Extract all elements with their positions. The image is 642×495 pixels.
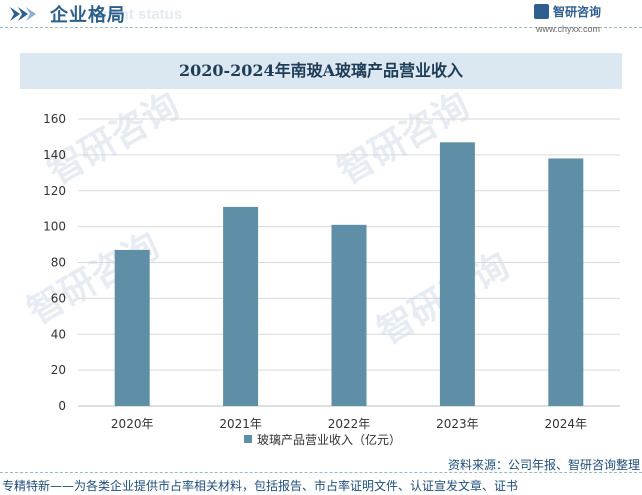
chart-title: 2020-2024年南玻A玻璃产品营业收入 bbox=[178, 61, 464, 80]
brand-name: 智研咨询 bbox=[553, 5, 602, 19]
y-tick-label: 100 bbox=[43, 220, 66, 234]
y-tick-label: 140 bbox=[43, 148, 66, 162]
y-tick-label: 120 bbox=[43, 184, 66, 198]
y-tick-label: 80 bbox=[51, 256, 66, 270]
x-tick-label: 2023年 bbox=[436, 417, 479, 431]
source-note: 资料来源：公司年报、智研咨询整理 bbox=[447, 458, 640, 472]
legend-label: 玻璃产品营业收入（亿元） bbox=[257, 432, 401, 447]
bar bbox=[439, 142, 475, 406]
legend-swatch bbox=[244, 435, 252, 443]
page-title: 企业格局 bbox=[50, 5, 126, 26]
double-chevron-icon bbox=[10, 7, 36, 21]
chart-title-band: 2020-2024年南玻A玻璃产品营业收入 bbox=[20, 53, 622, 89]
x-tick-label: 2020年 bbox=[111, 417, 154, 431]
y-tick-label: 20 bbox=[51, 363, 66, 377]
x-tick-label: 2022年 bbox=[328, 417, 371, 431]
x-tick-label: 2021年 bbox=[219, 417, 262, 431]
x-tick-label: 2024年 bbox=[545, 417, 588, 431]
brand-url: www.chyxx.com bbox=[536, 24, 601, 34]
bar bbox=[331, 224, 367, 406]
y-tick-label: 0 bbox=[58, 399, 66, 413]
footer-divider bbox=[0, 472, 642, 473]
header-divider bbox=[0, 27, 642, 28]
brand-logo-icon bbox=[534, 4, 549, 19]
y-tick-label: 60 bbox=[51, 291, 66, 305]
bar bbox=[548, 158, 584, 406]
brand: 智研咨询 www.chyxx.com bbox=[534, 2, 634, 38]
bar bbox=[114, 249, 150, 406]
header-subtitle-en: ment status bbox=[98, 6, 183, 23]
bar bbox=[223, 206, 259, 406]
header: ment status 企业格局 智研咨询 www.chyxx.com bbox=[0, 0, 642, 40]
y-tick-label: 40 bbox=[51, 327, 66, 341]
y-tick-label: 160 bbox=[43, 112, 66, 126]
footer-text: 专精特新——为各类企业提供市占率相关材料，包括报告、市占率证明文件、认证宣发文章… bbox=[2, 479, 519, 493]
